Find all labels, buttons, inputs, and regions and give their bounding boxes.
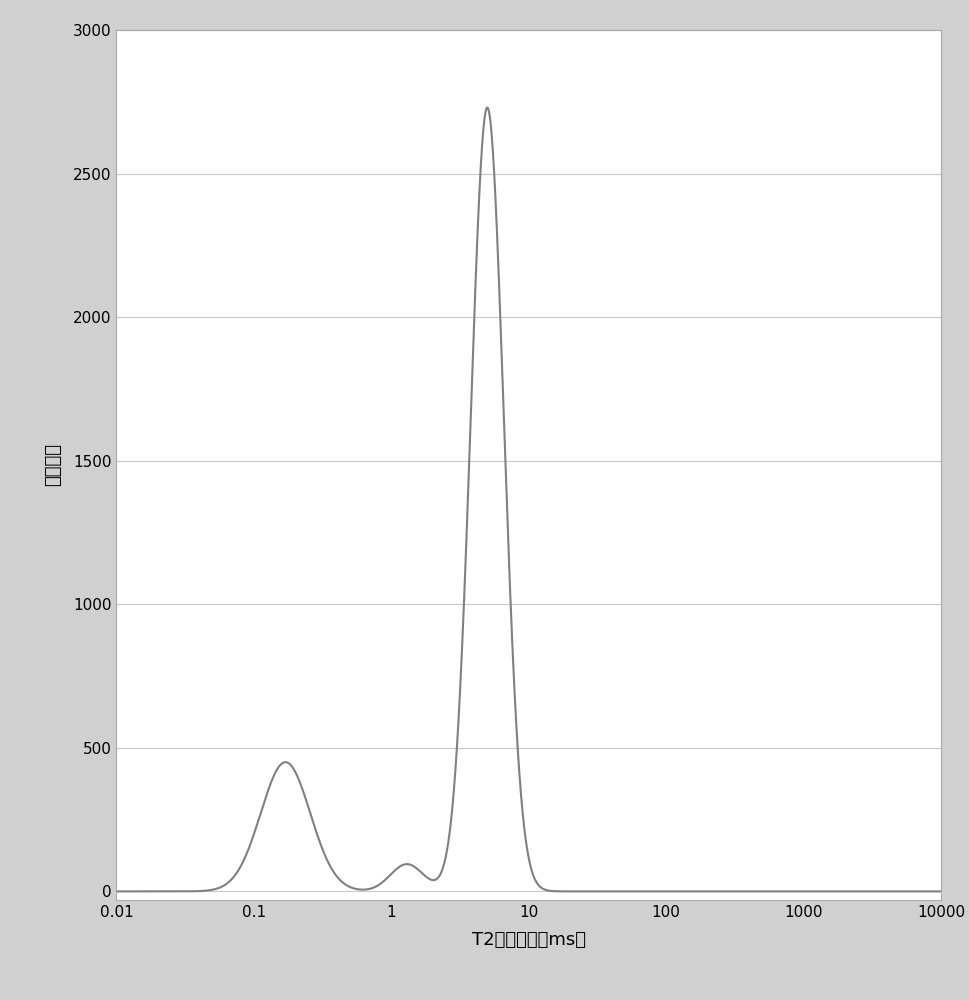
X-axis label: T2弛豪时间（ms）: T2弛豪时间（ms） — [471, 931, 585, 949]
Y-axis label: 信号幅度: 信号幅度 — [44, 444, 62, 487]
